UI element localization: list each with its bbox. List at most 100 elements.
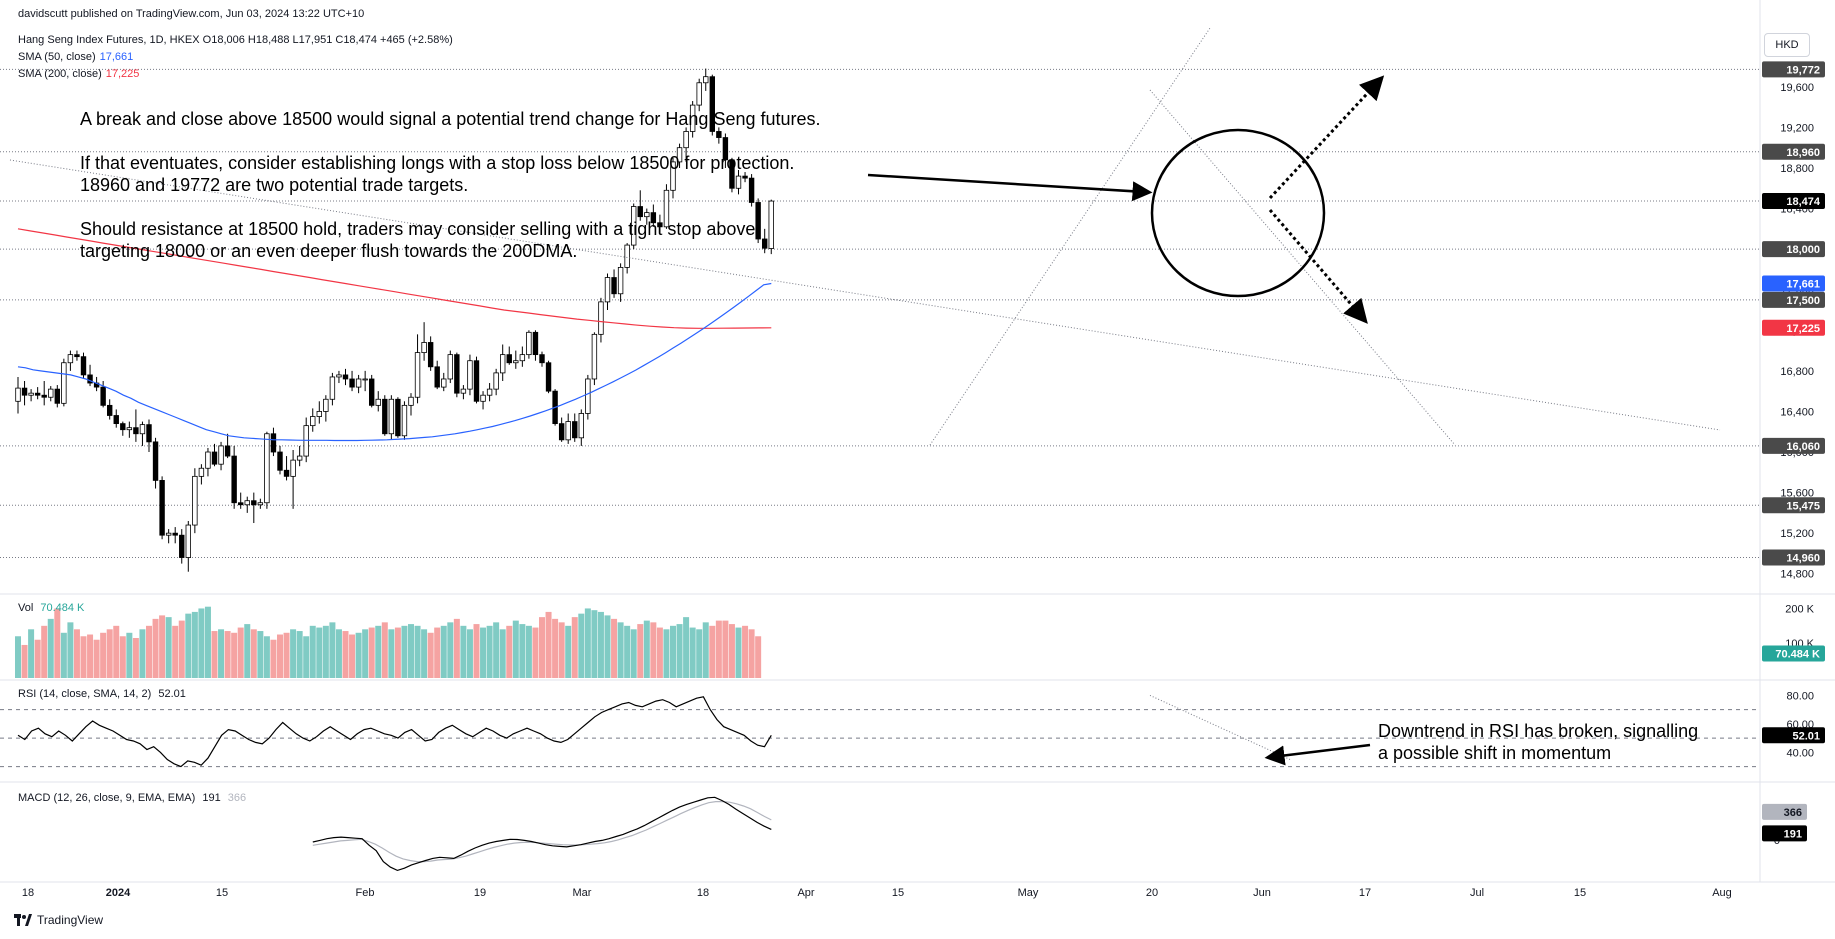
- candle-body: [631, 206, 637, 246]
- candle-body: [513, 360, 519, 364]
- volume-bar: [728, 624, 735, 678]
- price-label-tag: [1762, 291, 1825, 308]
- volume-bar: [689, 627, 696, 678]
- volume-bar: [434, 627, 441, 678]
- volume-bar: [702, 622, 709, 678]
- candle-body: [54, 388, 60, 404]
- candle-body: [670, 161, 676, 191]
- price-label-tag: [1762, 275, 1825, 292]
- price-label-text: 18,000: [1786, 244, 1820, 256]
- volume-bar: [440, 625, 447, 678]
- price-label-tag: [1762, 193, 1825, 210]
- volume-bar: [643, 620, 650, 678]
- volume-bar: [87, 634, 94, 678]
- volume-bar: [650, 622, 657, 678]
- volume-bar: [401, 625, 408, 678]
- volume-bar: [368, 627, 375, 678]
- macd-signal-line: [312, 800, 772, 863]
- volume-bar: [735, 627, 742, 678]
- candle-body: [152, 441, 159, 481]
- volume-bar: [539, 617, 545, 678]
- volume-bar: [473, 624, 480, 678]
- time-axis-tick: 19: [474, 887, 486, 899]
- volume-bar: [250, 629, 257, 678]
- sma200-value: 17,225: [105, 68, 140, 80]
- candle-body: [316, 411, 322, 417]
- volume-bar: [512, 620, 519, 678]
- currency-button[interactable]: HKD: [1764, 33, 1810, 57]
- volume-bar: [309, 625, 316, 678]
- time-axis-tick: Feb: [356, 887, 375, 899]
- time-axis-tick: 15: [892, 887, 904, 899]
- volume-bar: [139, 629, 146, 678]
- candle-body: [336, 374, 342, 378]
- price-axis-tick: 19,600: [1780, 82, 1814, 94]
- volume-bar: [519, 624, 526, 678]
- candle-body: [441, 378, 447, 388]
- candle-body: [532, 331, 539, 356]
- volume-bar: [565, 625, 572, 678]
- volume-bar: [47, 618, 54, 678]
- candle-body: [467, 360, 473, 390]
- price-label-text: 15,475: [1786, 500, 1820, 512]
- macd-value-tag-text: 191: [1784, 828, 1802, 840]
- rsi-label-tag: [1762, 727, 1825, 744]
- candle-body: [768, 200, 774, 249]
- candle-body: [657, 222, 663, 228]
- volume-bar: [60, 632, 67, 678]
- volume-bar: [506, 625, 513, 678]
- candle-body: [558, 423, 565, 441]
- volume-bar: [204, 606, 211, 678]
- volume-bar: [427, 632, 434, 678]
- macd-value: 191: [202, 792, 221, 804]
- rsi-label-text: 52.01: [1792, 730, 1820, 742]
- candle-body: [689, 104, 696, 132]
- price-label-text: 16,060: [1786, 441, 1820, 453]
- candle-body: [460, 388, 467, 394]
- volume-bar: [335, 629, 342, 678]
- candle-body: [362, 378, 368, 381]
- candle-body: [565, 421, 571, 441]
- candle-body: [709, 76, 715, 132]
- volume-bar: [460, 625, 467, 678]
- price-label-text: 18,960: [1786, 147, 1820, 159]
- candle-body: [611, 277, 617, 295]
- volume-bar: [355, 632, 362, 678]
- bear-target-arrow: [1268, 209, 1368, 324]
- candle-body: [395, 398, 401, 437]
- macd-value-tag: [1762, 825, 1807, 842]
- volume-bar: [218, 629, 225, 678]
- rsi-axis-tick: 40.00: [1786, 747, 1814, 759]
- candle-body: [349, 378, 355, 388]
- time-axis-tick: Jun: [1253, 887, 1271, 899]
- volume-bar: [683, 617, 690, 678]
- candle-body: [87, 374, 93, 384]
- tradingview-logo-icon: [14, 914, 32, 926]
- volume-bar: [290, 629, 297, 678]
- candle-body: [572, 421, 578, 439]
- volume-bar: [113, 625, 120, 678]
- candle-body: [427, 342, 434, 368]
- volume-bar: [211, 631, 218, 678]
- candle-body: [264, 433, 270, 504]
- volume-bar: [322, 625, 329, 678]
- volume-bar: [257, 631, 264, 678]
- volume-bar: [453, 618, 460, 678]
- sma50-label: SMA (50, close): [18, 51, 96, 63]
- price-axis-tick: 19,200: [1780, 122, 1814, 134]
- volume-bar: [237, 627, 244, 678]
- downtrend-line: [9, 159, 1721, 431]
- candle-body: [277, 451, 283, 471]
- candle-body: [192, 475, 198, 526]
- time-axis-tick: Jul: [1470, 887, 1484, 899]
- candle-body: [368, 378, 375, 406]
- uptrend-line: [929, 27, 1211, 446]
- candle-body: [526, 331, 532, 356]
- volume-bar: [41, 625, 48, 678]
- price-label-tag: [1762, 497, 1825, 514]
- price-label-tag: [1762, 437, 1825, 454]
- candle-body: [61, 362, 67, 404]
- candle-body: [205, 451, 211, 469]
- price-axis-tick: 16,400: [1780, 406, 1814, 418]
